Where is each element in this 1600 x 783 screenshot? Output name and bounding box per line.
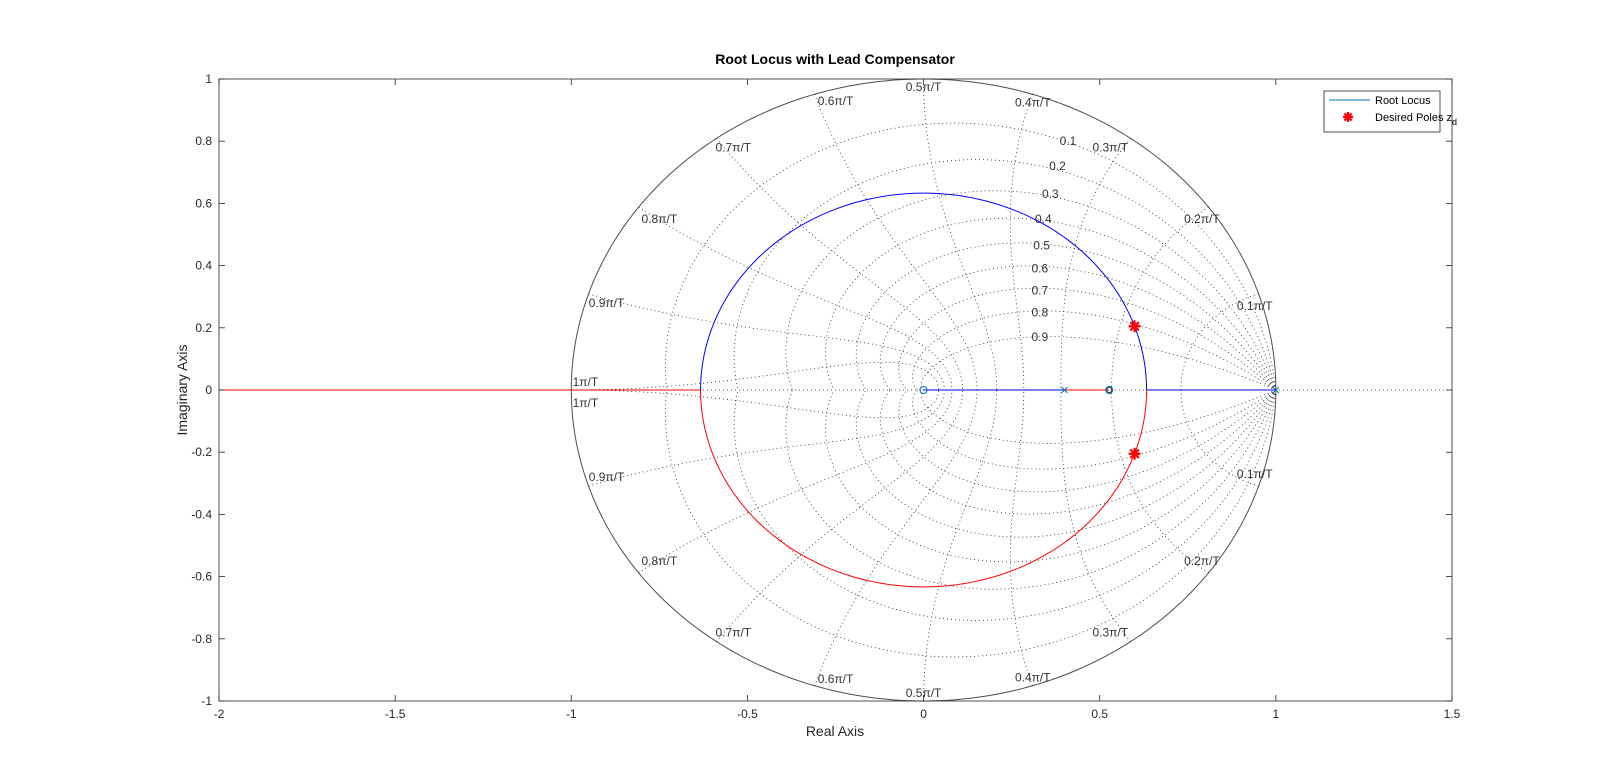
x-tick-label: -2 xyxy=(214,707,225,721)
legend-box xyxy=(1323,90,1441,133)
legend-label-desired-poles-main: Desired Poles z xyxy=(1375,112,1452,124)
legend-label-root-locus: Root Locus xyxy=(1375,95,1431,107)
desired-pole-marker xyxy=(1128,447,1141,460)
wn-contour xyxy=(716,389,964,642)
zeta-contour xyxy=(785,389,1277,590)
pole-zero-markers xyxy=(919,320,1280,460)
wn-contour xyxy=(1060,138,1131,391)
axis-ticks: -2 -1.5 -1 -0.5 0 0.5 1 1.5-1-0.8-0.6-0.4-0.200… xyxy=(191,72,1460,721)
wn-contour xyxy=(1111,206,1209,391)
y-tick-label: -1 xyxy=(201,694,212,708)
wn-label-upper: 0.8π/T xyxy=(642,212,678,226)
y-tick-label: 0.4 xyxy=(195,259,212,273)
wn-contour xyxy=(716,138,964,391)
x-tick-label: 1.5 xyxy=(1444,707,1461,721)
wn-label-upper: 0.9π/T xyxy=(589,296,625,310)
legend-label-desired-poles: Desired Poles zd xyxy=(1375,112,1457,127)
zeta-label: 0.9 xyxy=(1031,330,1048,344)
wn-label-lower: 0.5π/T xyxy=(906,686,942,700)
legend-label-desired-poles-subscript: d xyxy=(1452,117,1457,127)
chart-title: Root Locus with Lead Compensator xyxy=(715,51,955,67)
locus-segment xyxy=(700,389,1148,588)
wn-label-upper: 0.7π/T xyxy=(716,140,752,154)
pole-marker xyxy=(1272,386,1280,394)
y-tick-label: 0 xyxy=(205,383,212,397)
x-tick-label: 1 xyxy=(1273,707,1280,721)
zero-marker xyxy=(1105,386,1114,394)
wn-label-upper: 0.6π/T xyxy=(818,94,854,108)
zeta-label: 0.5 xyxy=(1033,238,1050,252)
wn-contour xyxy=(1009,389,1033,686)
zeta-label: 0.8 xyxy=(1031,305,1048,319)
y-tick-label: 0.2 xyxy=(195,321,212,335)
zeta-label: 0.4 xyxy=(1035,212,1052,226)
zeta-contour xyxy=(912,389,1277,470)
x-tick-label: -1 xyxy=(566,707,577,721)
wn-label-lower: 0.3π/T xyxy=(1092,626,1128,640)
legend-asterisk-shape xyxy=(1343,112,1353,122)
wn-contour xyxy=(923,78,998,391)
x-tick-label: 0.5 xyxy=(1091,707,1108,721)
y-tick-label: -0.2 xyxy=(191,445,212,459)
zeta-label: 0.1 xyxy=(1060,134,1077,148)
desired-pole-marker xyxy=(1128,320,1141,333)
wn-contour xyxy=(1111,389,1209,574)
wn-label-upper: 0.2π/T xyxy=(1184,212,1220,226)
wn-label-lower: 0.6π/T xyxy=(818,672,854,686)
wn-label-lower: 0.4π/T xyxy=(1015,671,1051,685)
zeta-contour xyxy=(785,190,1277,391)
asterisk-strokes xyxy=(1128,320,1141,333)
wn-label-upper: 0.3π/T xyxy=(1092,140,1128,154)
zeta-label: 0.6 xyxy=(1031,262,1048,276)
zeta-contour xyxy=(912,310,1277,391)
zero-marker-overlay xyxy=(1106,387,1113,393)
wn-label-lower: 0.1π/T xyxy=(1237,467,1273,481)
x-tick-label: 0 xyxy=(920,707,927,721)
legend-marker-desired-poles xyxy=(1343,112,1353,122)
zeta-contour xyxy=(920,336,1277,391)
zeta-label: 0.3 xyxy=(1042,187,1059,201)
locus-lines xyxy=(219,192,1276,588)
zeta-label: 0.7 xyxy=(1031,283,1048,297)
wn-label-upper: 0.5π/T xyxy=(906,80,942,94)
wn-label-lower: 0.2π/T xyxy=(1184,554,1220,568)
wn-label-upper: 0.4π/T xyxy=(1015,95,1051,109)
wn-contour xyxy=(1009,94,1033,391)
wn-label-lower: 0.9π/T xyxy=(589,470,625,484)
wn-label-lower: 0.7π/T xyxy=(716,626,752,640)
zeta-contour xyxy=(733,159,1277,391)
x-tick-label: -1.5 xyxy=(385,707,406,721)
y-tick-label: -0.8 xyxy=(191,632,212,646)
zeta-contour xyxy=(733,389,1277,621)
wn-label-upper: 1π/T xyxy=(573,375,599,389)
x-tick-label: -0.5 xyxy=(737,707,758,721)
wn-contour xyxy=(588,389,945,487)
wn-contour xyxy=(588,293,945,391)
zeta-label: 0.2 xyxy=(1049,159,1066,173)
locus-segment xyxy=(700,192,1148,391)
zero-marker xyxy=(919,386,928,394)
asterisk-strokes xyxy=(1128,447,1141,460)
zeta-contour xyxy=(920,389,1277,444)
asterisk-strokes xyxy=(1343,112,1353,122)
wn-label-lower: 1π/T xyxy=(573,396,599,410)
x-axis-label: Real Axis xyxy=(806,723,864,739)
y-tick-label: -0.4 xyxy=(191,507,212,521)
y-axis-label: Imaginary Axis xyxy=(174,344,190,435)
y-tick-label: 0.8 xyxy=(195,134,212,148)
wn-contour xyxy=(1060,389,1131,642)
wn-contour xyxy=(571,389,940,419)
wn-contour xyxy=(571,361,940,391)
y-tick-label: 1 xyxy=(205,72,212,86)
wn-contour xyxy=(923,389,998,702)
y-tick-label: 0.6 xyxy=(195,196,212,210)
wn-label-lower: 0.8π/T xyxy=(642,554,678,568)
pole-marker xyxy=(1061,386,1068,394)
wn-label-upper: 0.1π/T xyxy=(1237,299,1273,313)
legend: Root Locus Desired Poles zd xyxy=(1323,90,1457,133)
zgrid: 0.1 0.2 0.3 0.4 0.5 0.6 0.7 0.8 0.9 0.1π/T 0.1π/T 0… xyxy=(219,78,1452,702)
y-tick-label: -0.6 xyxy=(191,570,212,584)
